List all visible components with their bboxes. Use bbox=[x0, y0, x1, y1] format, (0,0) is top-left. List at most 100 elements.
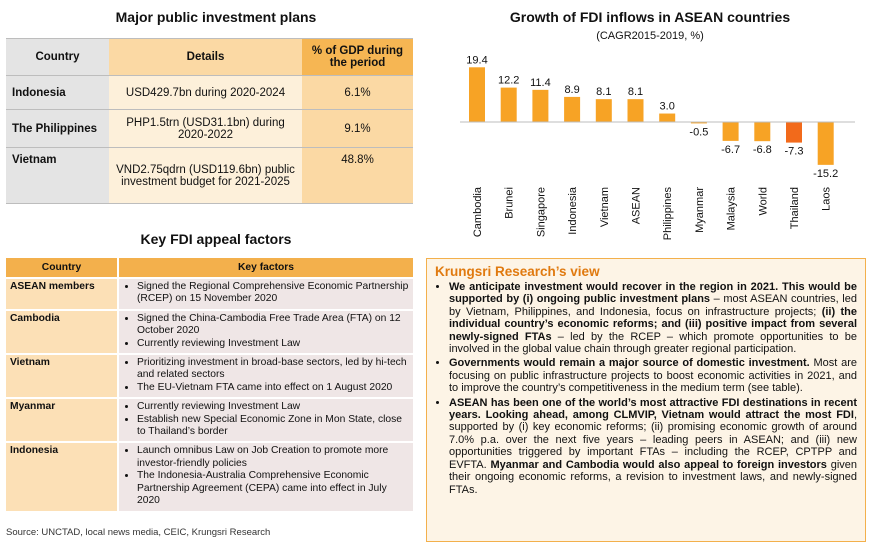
public-investment-table: Country Details % of GDP during the peri… bbox=[6, 38, 413, 204]
data-label-brunei: 12.2 bbox=[498, 75, 519, 87]
tick-label-myanmar: Myanmar bbox=[694, 187, 706, 233]
kf-country: Vietnam bbox=[6, 354, 119, 400]
pi-country: Indonesia bbox=[6, 75, 109, 110]
bar-indonesia bbox=[564, 96, 581, 122]
bar-brunei bbox=[500, 87, 517, 122]
tick-label-indonesia: Indonesia bbox=[567, 186, 579, 235]
table-row: ASEAN members Signed the Regional Compre… bbox=[6, 278, 413, 311]
research-view-item: We anticipate investment would recover i… bbox=[449, 281, 857, 355]
pi-gdp: 9.1% bbox=[302, 109, 413, 148]
table-row: Vietnam VND2.75qdrn (USD119.6bn) public … bbox=[6, 147, 413, 204]
bar-singapore bbox=[532, 89, 549, 122]
key-factors-title: Key FDI appeal factors bbox=[140, 231, 292, 247]
data-label-world: -6.8 bbox=[753, 144, 772, 156]
kf-factors: Prioritizing investment in broad-base se… bbox=[118, 354, 413, 400]
tick-label-thailand: Thailand bbox=[789, 187, 801, 229]
kf-country: Cambodia bbox=[6, 309, 119, 356]
bar-world bbox=[754, 122, 771, 142]
kf-country: Myanmar bbox=[6, 398, 119, 444]
data-label-laos: -15.2 bbox=[813, 168, 838, 180]
kf-header-country: Country bbox=[6, 258, 119, 279]
data-label-cambodia: 19.4 bbox=[466, 54, 487, 66]
data-label-myanmar: -0.5 bbox=[689, 126, 708, 138]
fdi-bar-chart: 19.4 Cambodia 12.2 Brunei 11.4 Singapore 8.9 In… bbox=[460, 54, 855, 241]
table-row: Indonesia Launch omnibus Law on Job Crea… bbox=[6, 442, 413, 514]
kf-factors: Launch omnibus Law on Job Creation to pr… bbox=[118, 442, 413, 514]
pi-header-country: Country bbox=[6, 38, 109, 76]
data-label-indonesia: 8.9 bbox=[564, 84, 579, 96]
bar-vietnam bbox=[595, 99, 612, 122]
kf-header-factors: Key factors bbox=[118, 258, 413, 279]
bar-thailand bbox=[786, 122, 802, 143]
tick-label-singapore: Singapore bbox=[535, 187, 547, 237]
tick-label-laos: Laos bbox=[821, 187, 833, 211]
pi-details: PHP1.5trn (USD31.1bn) during 2020-2022 bbox=[109, 109, 302, 148]
list-item: The Indonesia-Australia Comprehensive Ec… bbox=[137, 470, 409, 507]
table-row: Cambodia Signed the China-Cambodia Free … bbox=[6, 309, 413, 356]
pi-country: The Philippines bbox=[6, 109, 109, 148]
data-label-thailand: -7.3 bbox=[785, 146, 804, 158]
bar-laos bbox=[817, 122, 834, 165]
pi-details: VND2.75qdrn (USD119.6bn) public investme… bbox=[109, 147, 302, 204]
pi-gdp: 6.1% bbox=[302, 75, 413, 110]
tick-label-asean: ASEAN bbox=[631, 187, 643, 224]
table-row: The Philippines PHP1.5trn (USD31.1bn) du… bbox=[6, 109, 413, 148]
kf-country: ASEAN members bbox=[6, 278, 119, 311]
data-label-asean: 8.1 bbox=[628, 86, 643, 98]
kf-factors: Signed the China-Cambodia Free Trade Are… bbox=[118, 309, 413, 356]
body-text: , supported by (i) key economic reforms;… bbox=[449, 409, 857, 471]
bar-asean bbox=[627, 99, 644, 122]
body-text: – most ASEAN countries, led by Vietnam, … bbox=[449, 293, 857, 318]
list-item: Signed the China-Cambodia Free Trade Are… bbox=[137, 313, 409, 338]
kf-factors: Currently reviewing Investment Law Estab… bbox=[118, 398, 413, 444]
tick-label-vietnam: Vietnam bbox=[599, 187, 611, 227]
bar-cambodia bbox=[469, 67, 485, 122]
public-investment-title: Major public investment plans bbox=[115, 9, 317, 25]
tick-label-philippines: Philippines bbox=[662, 187, 674, 241]
body-text: Most are focusing on public infrastructu… bbox=[449, 357, 857, 395]
tick-label-world: World bbox=[757, 187, 769, 216]
pi-header-details: Details bbox=[109, 38, 302, 76]
body-text: given their ongoing economic reforms, a … bbox=[449, 458, 857, 496]
list-item: The EU-Vietnam FTA came into effect on 1… bbox=[137, 382, 409, 394]
pi-gdp: 48.8% bbox=[302, 147, 413, 204]
research-view-list: We anticipate investment would recover i… bbox=[435, 281, 857, 496]
list-item: Prioritizing investment in broad-base se… bbox=[137, 357, 409, 382]
table-row: Myanmar Currently reviewing Investment L… bbox=[6, 398, 413, 444]
research-view-box: Krungsri Research’s view We anticipate i… bbox=[426, 258, 866, 542]
table-row: Vietnam Prioritizing investment in broad… bbox=[6, 354, 413, 400]
list-item: Currently reviewing Investment Law bbox=[137, 338, 409, 350]
data-label-malaysia: -6.7 bbox=[721, 144, 740, 156]
kf-factors: Signed the Regional Comprehensive Econom… bbox=[118, 278, 413, 311]
pi-country: Vietnam bbox=[6, 147, 109, 204]
list-item: Signed the Regional Comprehensive Econom… bbox=[137, 281, 409, 306]
key-factors-table: Country Key factors ASEAN members Signed… bbox=[6, 258, 413, 514]
research-view-title: Krungsri Research’s view bbox=[435, 264, 600, 279]
research-view-item: Governments would remain a major source … bbox=[449, 357, 857, 394]
pi-header-gdp: % of GDP during the period bbox=[302, 38, 413, 76]
research-view-item: ASEAN has been one of the world’s most a… bbox=[449, 397, 857, 496]
bold-text: (ii) the individual country’s economic r… bbox=[449, 305, 857, 343]
bold-text: We anticipate investment would recover i… bbox=[449, 281, 857, 306]
chart-subtitle: (CAGR2015-2019, %) bbox=[596, 30, 704, 42]
list-item: Currently reviewing Investment Law bbox=[137, 401, 409, 413]
bold-text: Governments would remain a major source … bbox=[449, 357, 810, 370]
tick-label-brunei: Brunei bbox=[504, 187, 516, 219]
table-row: Indonesia USD429.7bn during 2020-2024 6.… bbox=[6, 75, 413, 110]
data-label-singapore: 11.4 bbox=[530, 77, 551, 89]
bar-malaysia bbox=[722, 122, 739, 141]
list-item: Establish new Special Economic Zone in M… bbox=[137, 414, 409, 439]
data-label-philippines: 3.0 bbox=[660, 101, 675, 113]
body-text: – led by the RCEP – which promote opport… bbox=[449, 330, 857, 356]
chart-title: Growth of FDI inflows in ASEAN countries bbox=[509, 9, 791, 25]
data-label-vietnam: 8.1 bbox=[596, 86, 611, 98]
pi-details: USD429.7bn during 2020-2024 bbox=[109, 75, 302, 110]
bar-myanmar bbox=[690, 122, 707, 124]
bold-text: Myanmar and Cambodia would also appeal t… bbox=[490, 458, 827, 471]
tick-label-malaysia: Malaysia bbox=[726, 186, 738, 230]
kf-country: Indonesia bbox=[6, 442, 119, 514]
tick-label-cambodia: Cambodia bbox=[472, 186, 484, 237]
source-note: Source: UNCTAD, local news media, CEIC, … bbox=[6, 527, 271, 538]
list-item: Launch omnibus Law on Job Creation to pr… bbox=[137, 445, 409, 470]
bar-philippines bbox=[659, 113, 676, 122]
